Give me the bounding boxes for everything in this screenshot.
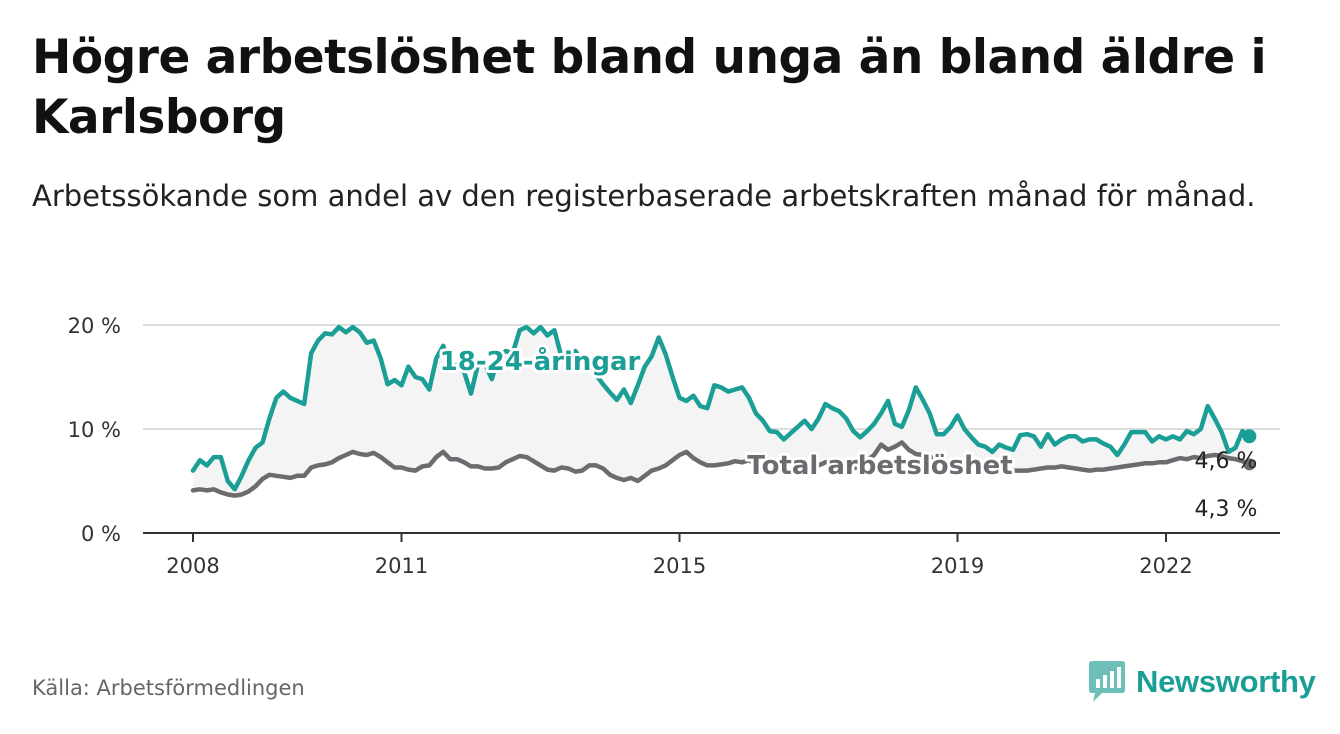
y-tick-label: 10 % bbox=[68, 418, 121, 442]
chart-subtitle: Arbetssökande som andel av den registerb… bbox=[32, 179, 1256, 213]
series-end-point-youth bbox=[1242, 429, 1257, 444]
y-tick-label: 20 % bbox=[68, 314, 121, 338]
x-tick-label: 2019 bbox=[931, 554, 984, 578]
x-tick-label: 2015 bbox=[653, 554, 706, 578]
end-value-label-total: 4,3 % bbox=[1195, 497, 1258, 522]
difference-area bbox=[193, 327, 1250, 496]
series-label-youth: 18-24-åringar bbox=[440, 345, 641, 377]
series-line-total bbox=[190, 440, 1252, 498]
series-label-total: Total arbetslöshet bbox=[747, 451, 1012, 481]
brand-name: Newsworthy bbox=[1136, 664, 1316, 699]
series-line-youth bbox=[190, 324, 1252, 492]
newsworthy-logo-icon bbox=[1089, 661, 1125, 702]
x-tick-label: 2008 bbox=[166, 554, 219, 578]
y-tick-label: 0 % bbox=[81, 522, 121, 546]
x-tick-label: 2022 bbox=[1139, 554, 1192, 578]
x-tick-label: 2011 bbox=[375, 554, 428, 578]
series-end-point-total bbox=[1243, 458, 1256, 471]
source-note: Källa: Arbetsförmedlingen bbox=[32, 676, 305, 700]
end-value-label-youth: 4,6 % bbox=[1195, 449, 1258, 474]
chart-title: Högre arbetslöshet bland unga än bland ä… bbox=[32, 30, 1267, 145]
brand-logo: Newsworthy bbox=[1088, 660, 1316, 704]
